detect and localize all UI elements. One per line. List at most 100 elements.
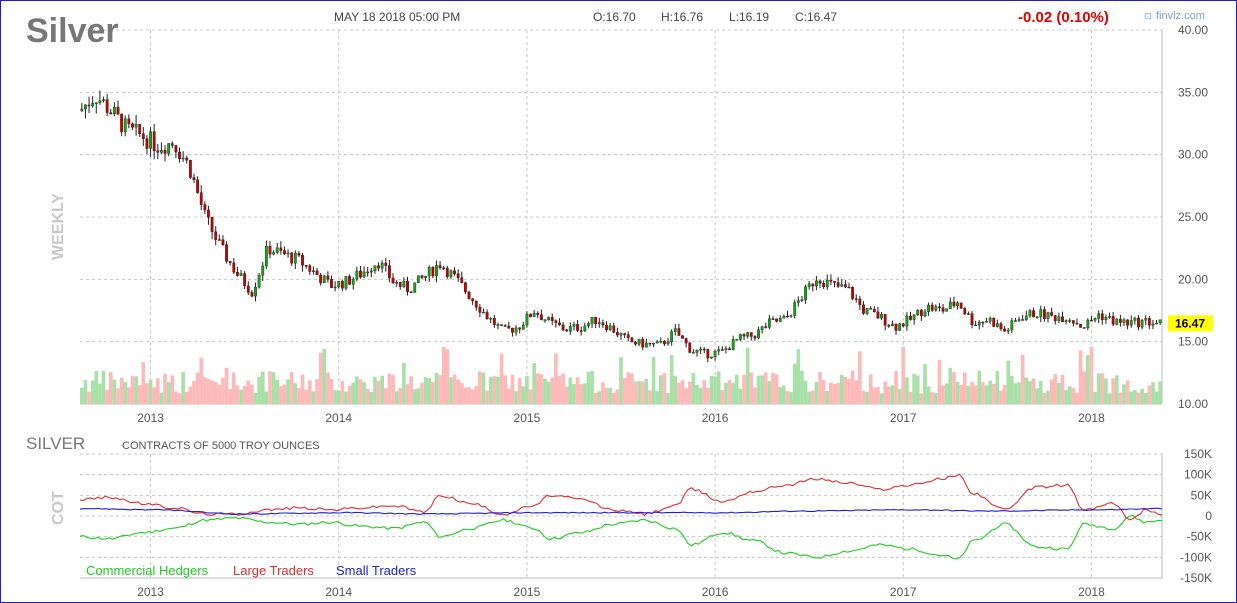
- cot-y-tick: -100K: [1180, 550, 1212, 564]
- candle-body: [811, 283, 815, 287]
- candle-body: [391, 277, 395, 284]
- volume-bar: [1082, 371, 1087, 404]
- volume-bar: [586, 371, 591, 404]
- candle-body: [94, 102, 98, 104]
- volume-bar: [514, 391, 518, 404]
- candle-body: [395, 282, 399, 284]
- volume-bar: [1111, 378, 1115, 404]
- candle-body: [134, 123, 138, 128]
- volume-bar: [691, 373, 696, 404]
- candle-body: [156, 150, 160, 153]
- volume-bar: [1140, 388, 1144, 404]
- volume-bar: [1104, 378, 1108, 404]
- cot-subtitle: CONTRACTS OF 5000 TROY OUNCES: [122, 440, 320, 452]
- volume-bar: [340, 381, 345, 404]
- volume-bar: [463, 387, 468, 404]
- candle-body: [749, 332, 753, 337]
- candle-body: [1129, 320, 1133, 326]
- candle-body: [199, 192, 203, 205]
- volume-bar: [528, 389, 533, 404]
- candle-body: [442, 267, 446, 269]
- finviz-link[interactable]: ⊡ finviz.com: [1144, 10, 1205, 22]
- volume-bar: [984, 385, 989, 404]
- candle-body: [959, 302, 963, 309]
- volume-bar: [108, 372, 113, 404]
- volume-bar: [905, 377, 909, 404]
- candle-body: [851, 286, 854, 299]
- candle-body: [684, 338, 688, 344]
- volume-bar: [858, 351, 862, 404]
- volume-bar: [1114, 375, 1119, 404]
- candle-body: [919, 309, 923, 317]
- candle-body: [304, 265, 308, 267]
- candle-body: [594, 316, 598, 325]
- volume-bar: [1060, 374, 1065, 404]
- candle-body: [123, 118, 127, 133]
- candle-body: [496, 324, 500, 326]
- volume-bar: [166, 382, 171, 404]
- volume-bar: [152, 387, 156, 404]
- candle-body: [453, 270, 456, 275]
- volume-bar: [116, 388, 120, 404]
- price-y-tick: 35.00: [1178, 85, 1208, 99]
- candle-body: [351, 278, 355, 285]
- candle-body: [815, 280, 818, 287]
- volume-bar: [626, 372, 631, 404]
- volume-bar: [890, 385, 895, 404]
- candle-body: [717, 349, 721, 352]
- volume-bar: [658, 375, 663, 404]
- candle-body: [261, 265, 265, 276]
- volume-bar: [619, 357, 623, 404]
- candle-body: [98, 100, 102, 103]
- volume-bar: [894, 371, 898, 404]
- volume-bar: [597, 391, 602, 404]
- volume-bar: [535, 373, 540, 404]
- volume-bar: [177, 393, 182, 404]
- volume-bar: [572, 383, 576, 404]
- candle-body: [529, 313, 532, 317]
- volume-bar: [937, 359, 942, 404]
- volume-bar: [745, 347, 750, 404]
- candle-body: [438, 265, 442, 268]
- candle-body: [337, 280, 341, 288]
- volume-bar: [981, 382, 985, 404]
- volume-bar: [886, 386, 891, 404]
- candle-body: [131, 123, 134, 128]
- candle-body: [398, 282, 402, 287]
- candle-body: [876, 311, 880, 319]
- volume-bar: [311, 391, 316, 404]
- volume-bar: [1031, 378, 1036, 404]
- candle-body: [576, 324, 579, 331]
- volume-bar: [318, 352, 323, 404]
- volume-bar: [1147, 385, 1152, 404]
- candle-body: [1118, 318, 1122, 323]
- volume-bar: [83, 379, 88, 404]
- volume-bar: [1107, 393, 1112, 404]
- volume-bar: [434, 372, 439, 404]
- volume-bar: [481, 372, 486, 404]
- volume-bar: [456, 379, 460, 404]
- volume-bar: [239, 389, 243, 404]
- volume-bar: [1028, 381, 1032, 404]
- candle-body: [898, 323, 902, 331]
- price-grid: [80, 29, 1163, 405]
- candle-body: [416, 275, 420, 284]
- volume-bar: [279, 385, 283, 404]
- volume-bar: [977, 370, 982, 404]
- candle-body: [1158, 319, 1162, 324]
- cot-y-tick: 50K: [1191, 488, 1212, 502]
- volume-bar: [1064, 390, 1068, 404]
- candle-body: [992, 317, 996, 327]
- candle-body: [456, 273, 460, 278]
- candle-body: [673, 328, 677, 332]
- volume-bar: [488, 377, 493, 404]
- volume-bar: [716, 371, 721, 404]
- candle-body: [648, 342, 652, 345]
- candle-body: [561, 324, 565, 330]
- volume-bar: [271, 372, 276, 404]
- candle-body: [312, 270, 315, 273]
- volume-bar: [275, 379, 280, 404]
- datetime-label: MAY 18 2018 05:00 PM: [334, 10, 460, 24]
- volume-bar: [713, 376, 717, 404]
